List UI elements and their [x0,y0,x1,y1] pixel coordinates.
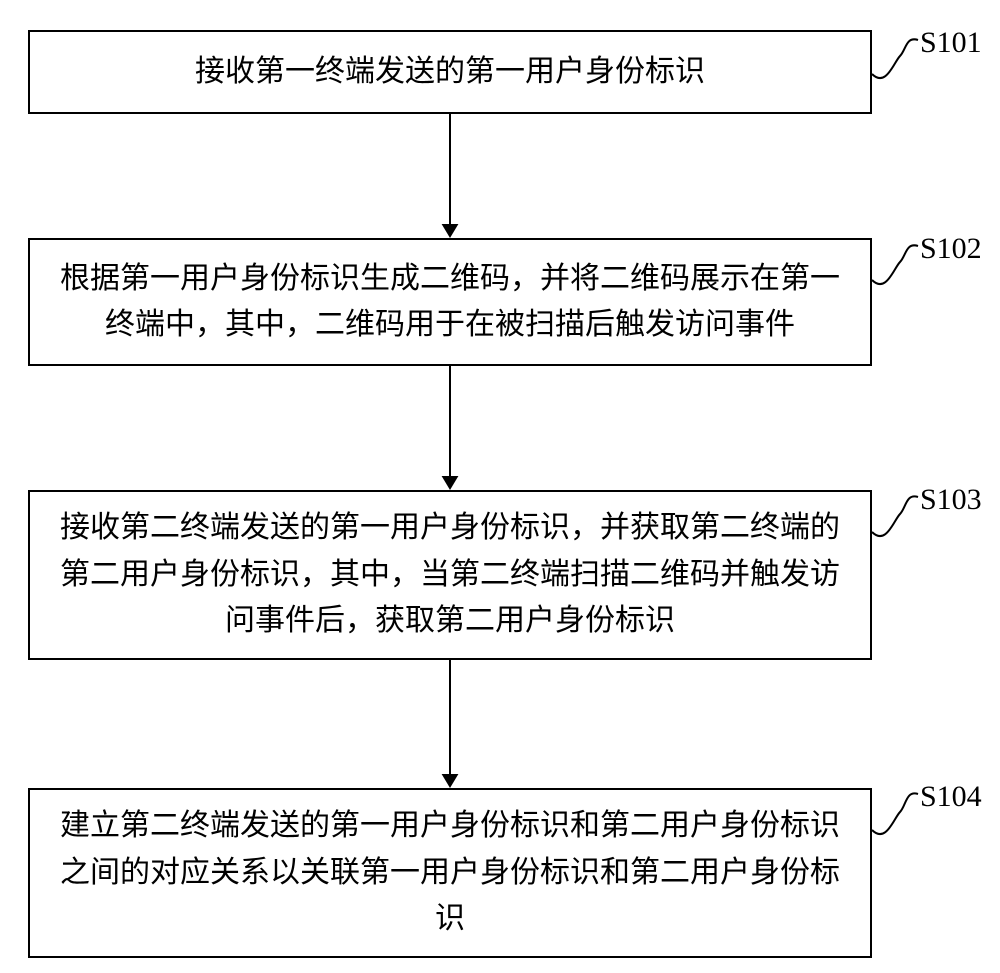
leader-c104 [0,0,1000,973]
flowchart-canvas: 接收第一终端发送的第一用户身份标识根据第一用户身份标识生成二维码，并将二维码展示… [0,0,1000,973]
